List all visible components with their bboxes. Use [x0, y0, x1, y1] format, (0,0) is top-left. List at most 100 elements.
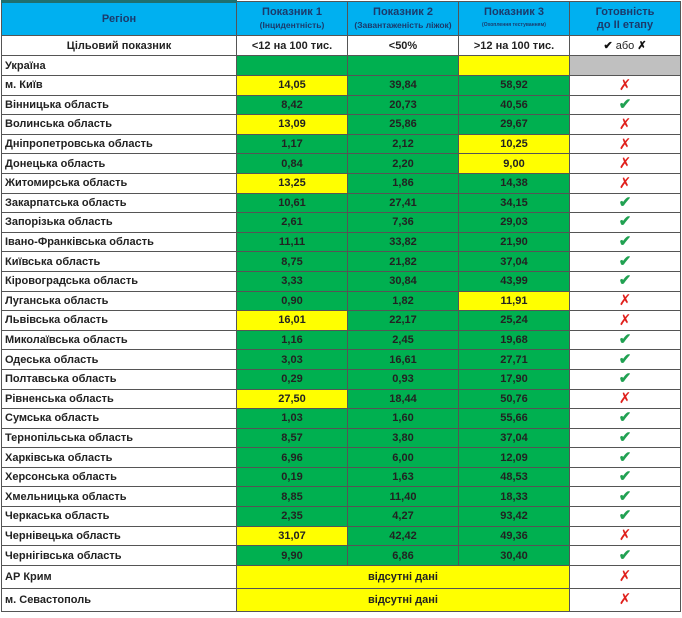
table-row: АР Крим відсутні дані ✗ [1, 564, 681, 589]
table-row: Тернопільська область 8,57 3,80 37,04 ✔ [1, 427, 681, 449]
target-indicator-2: <50% [347, 35, 459, 56]
check-icon: ✔ [618, 448, 632, 466]
region-name: Рівненська область [1, 388, 237, 410]
table-row: Львівська область 16,01 22,17 25,24 ✗ [1, 310, 681, 331]
region-name: Івано-Франківська область [1, 231, 237, 253]
indicator-1-value: 0,19 [236, 466, 348, 488]
region-name: Волинська область [1, 114, 237, 135]
table-row: Донецька область 0,84 2,20 9,00 ✗ [1, 153, 681, 174]
readiness-cell: ✔ [569, 270, 681, 292]
indicator-2-value: 0,93 [347, 368, 459, 390]
readiness-cell: ✔ [569, 408, 681, 429]
check-icon: ✔ [618, 468, 632, 486]
indicator-1-value: 31,07 [236, 525, 348, 547]
check-icon: ✔ [618, 95, 632, 113]
table-row: Луганська область 0,90 1,82 11,91 ✗ [1, 290, 681, 312]
header-indicator-1: Показник 1 (Інцидентність) [236, 1, 348, 36]
indicator-1-value: 2,61 [236, 212, 348, 233]
indicator-3-value: 11,91 [458, 290, 570, 312]
region-name: Черкаська область [1, 506, 237, 527]
header-row: Регіон Показник 1 (Інцидентність) Показни… [1, 0, 681, 36]
header-indicator-3-sub: (Охоплення тестуванням) [482, 21, 546, 28]
cross-icon: ✗ [618, 310, 632, 329]
indicator-3-value: 17,90 [458, 368, 570, 390]
indicator-1-value: 8,42 [236, 94, 348, 116]
indicator-1-value: 2,35 [236, 506, 348, 527]
indicator-2-value: 2,20 [347, 153, 459, 174]
region-name: Житомирська область [1, 172, 237, 194]
readiness-cell: ✗ [569, 153, 681, 174]
indicator-1-value: 1,03 [236, 408, 348, 429]
table-row: м. Севастополь відсутні дані ✗ [1, 587, 681, 612]
table-row: Чернігівська область 9,90 6,86 30,40 ✔ [1, 545, 681, 566]
check-icon: ✔ [618, 370, 632, 388]
indicator-3-value: 21,90 [458, 231, 570, 253]
cross-icon: ✗ [618, 389, 632, 408]
target-or: або [615, 40, 635, 52]
no-data-label: відсутні дані [236, 564, 570, 589]
indicator-1-value: 14,05 [236, 75, 348, 96]
readiness-cell: ✗ [569, 388, 681, 410]
header-indicator-1-sub: (Інцидентність) [259, 19, 325, 30]
header-region: Регіон [1, 0, 237, 36]
indicator-2-value: 1,63 [347, 466, 459, 488]
indicator-3-value: 30,40 [458, 545, 570, 566]
ukraine-row: Україна [1, 55, 681, 76]
indicator-2-value: 42,42 [347, 525, 459, 547]
table-row: Полтавська область 0,29 0,93 17,90 ✔ [1, 368, 681, 390]
region-name: Сумська область [1, 408, 237, 429]
header-readiness: Готовність до ІІ етапу [569, 1, 681, 36]
readiness-cell: ✔ [569, 368, 681, 390]
table-row: Черкаська область 2,35 4,27 93,42 ✔ [1, 506, 681, 527]
indicator-1-value: 0,84 [236, 153, 348, 174]
indicator-2-value: 2,45 [347, 329, 459, 351]
indicator-2-value: 22,17 [347, 310, 459, 331]
region-name: Донецька область [1, 153, 237, 174]
region-name: Херсонська область [1, 466, 237, 488]
readiness-cell: ✔ [569, 94, 681, 116]
readiness-cell: ✔ [569, 447, 681, 468]
region-name: Львівська область [1, 310, 237, 331]
indicator-2-value: 4,27 [347, 506, 459, 527]
indicator-1-value: 16,01 [236, 310, 348, 331]
header-readiness-line1: Готовність [595, 5, 655, 18]
check-icon: ✔ [603, 40, 613, 52]
table-row: Волинська область 13,09 25,86 29,67 ✗ [1, 114, 681, 135]
indicator-2-value: 6,00 [347, 447, 459, 468]
table-row: Запорізька область 2,61 7,36 29,03 ✔ [1, 212, 681, 233]
check-icon: ✔ [618, 193, 632, 211]
indicator-1-value: 3,33 [236, 270, 348, 292]
indicator-2-value: 21,82 [347, 251, 459, 272]
target-readiness: ✔ або ✗ [569, 35, 681, 56]
indicator-1-value: 9,90 [236, 545, 348, 566]
indicator-2-value: 33,82 [347, 231, 459, 253]
readiness-cell: ✗ [569, 290, 681, 312]
indicator-1-value: 13,09 [236, 114, 348, 135]
indicator-1-value: 8,57 [236, 427, 348, 449]
readiness-cell: ✔ [569, 466, 681, 488]
indicator-1-value: 10,61 [236, 192, 348, 214]
check-icon: ✔ [618, 428, 632, 446]
indicator-3-value: 10,25 [458, 133, 570, 155]
table-row: Кіровоградська область 3,33 30,84 43,99 ✔ [1, 270, 681, 292]
indicator-3-value: 40,56 [458, 94, 570, 116]
indicator-3-value: 37,04 [458, 427, 570, 449]
table-row: м. Київ 14,05 39,84 58,92 ✗ [1, 75, 681, 96]
indicator-2-value: 2,12 [347, 133, 459, 155]
indicator-1-value: 11,11 [236, 231, 348, 253]
region-name: Чернівецька область [1, 525, 237, 547]
indicator-3-value: 50,76 [458, 388, 570, 410]
check-icon: ✔ [618, 546, 632, 564]
table-row: Миколаївська область 1,16 2,45 19,68 ✔ [1, 329, 681, 351]
header-indicator-2-title: Показник 2 [373, 5, 433, 18]
region-name: Запорізька область [1, 212, 237, 233]
readiness-cell: ✔ [569, 486, 681, 508]
readiness-cell: ✔ [569, 192, 681, 214]
indicator-1-value: 8,75 [236, 251, 348, 272]
indicator-2-value: 30,84 [347, 270, 459, 292]
indicator-3-value: 58,92 [458, 75, 570, 96]
region-name: Україна [1, 55, 237, 76]
ukraine-indicator-2 [347, 55, 459, 76]
indicator-2-value: 20,73 [347, 94, 459, 116]
